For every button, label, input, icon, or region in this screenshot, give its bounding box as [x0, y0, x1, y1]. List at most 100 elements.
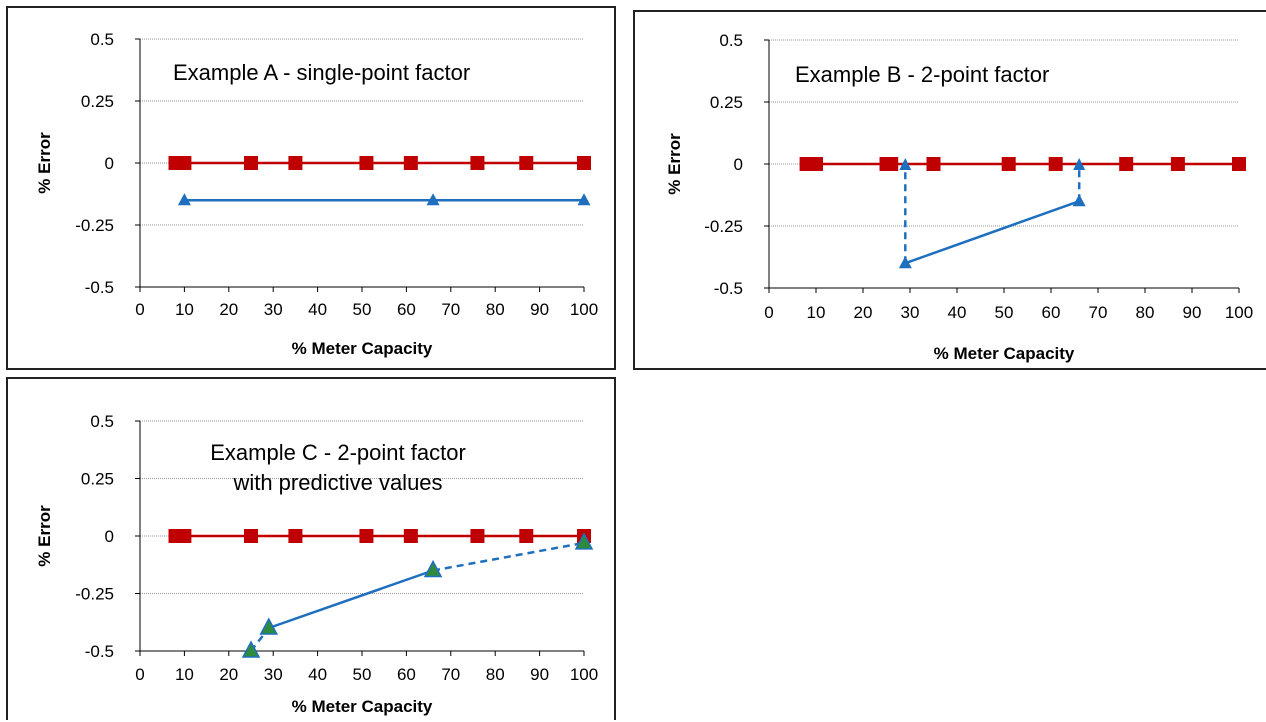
data-point-c-4-3: [574, 532, 594, 550]
data-point-a-0-6: [470, 156, 485, 170]
data-point-c-0-3: [288, 529, 303, 543]
x-tick-label-a-1: 10: [175, 300, 194, 319]
data-point-b-0-6: [1048, 157, 1063, 171]
x-tick-label-c-6: 60: [397, 665, 416, 684]
x-tick-label-c-9: 90: [530, 665, 549, 684]
data-point-c-4-0: [241, 640, 261, 658]
x-tick-label-b-0: 0: [764, 303, 773, 322]
data-point-b-0-9: [1232, 157, 1246, 171]
data-point-c-0-1: [177, 529, 192, 543]
y-tick-label-a-4: -0.5: [85, 278, 114, 297]
data-point-b-0-7: [1119, 157, 1134, 171]
series-line-b-1: [904, 200, 1080, 265]
y-tick-label-c-0: 0.5: [90, 412, 114, 431]
data-point-a-0-5: [403, 156, 418, 170]
x-tick-label-b-10: 100: [1225, 303, 1253, 322]
x-tick-label-a-8: 80: [486, 300, 505, 319]
data-point-b-1-1: [1072, 194, 1086, 207]
data-point-b-0-8: [1170, 157, 1185, 171]
chart-title-c-line2: with predictive values: [232, 470, 442, 495]
x-tick-label-b-8: 80: [1136, 303, 1155, 322]
x-tick-label-a-7: 70: [441, 300, 460, 319]
x-tick-label-b-3: 30: [901, 303, 920, 322]
data-point-a-1-2: [577, 193, 591, 206]
y-tick-label-a-1: 0.25: [81, 92, 114, 111]
x-tick-label-b-7: 70: [1089, 303, 1108, 322]
y-tick-label-b-4: -0.5: [714, 279, 743, 298]
x-tick-label-b-6: 60: [1042, 303, 1061, 322]
data-point-c-0-4: [359, 529, 374, 543]
data-point-c-4-2: [423, 559, 443, 578]
x-tick-label-b-1: 10: [807, 303, 826, 322]
data-point-b-0-3: [884, 157, 899, 171]
y-tick-label-a-0: 0.5: [90, 30, 114, 49]
y-tick-label-c-3: -0.25: [75, 585, 114, 604]
y-axis-title-b: % Error: [665, 133, 684, 195]
x-tick-label-c-5: 50: [353, 665, 372, 684]
chart-b-svg: 0.5 0.25 0 -0.25 -0.5 0 10 20 30 40 50 60 70 80 90 100%…: [665, 31, 1253, 363]
chart-c-svg: 0.5 0.25 0 -0.25 -0.5 0 10 20 30 40 50 60 70 80 90 100%…: [35, 412, 598, 716]
x-axis-title-b: % Meter Capacity: [934, 344, 1075, 363]
y-tick-label-b-1: 0.25: [710, 93, 743, 112]
chart-title-b: Example B - 2-point factor: [795, 62, 1049, 87]
x-tick-label-c-7: 70: [441, 665, 460, 684]
x-tick-label-a-5: 50: [353, 300, 372, 319]
data-point-a-1-1: [426, 193, 440, 206]
x-tick-label-a-0: 0: [135, 300, 144, 319]
y-axis-title-a: % Error: [35, 132, 54, 194]
data-point-c-4-1: [259, 617, 279, 635]
series-line-c-3: [432, 541, 585, 572]
series-line-c-1: [268, 569, 434, 630]
data-point-c-0-6: [470, 529, 485, 543]
data-point-a-0-4: [359, 156, 374, 170]
chart-title-c-line1: Example C - 2-point factor: [210, 440, 466, 465]
data-point-a-0-7: [519, 156, 534, 170]
x-axis-title-c: % Meter Capacity: [292, 697, 433, 716]
x-tick-label-c-10: 100: [570, 665, 598, 684]
data-point-c-0-2: [244, 529, 258, 543]
x-tick-label-a-10: 100: [570, 300, 598, 319]
y-tick-label-a-3: -0.25: [75, 216, 114, 235]
x-tick-label-c-3: 30: [264, 665, 283, 684]
y-tick-label-b-3: -0.25: [704, 217, 743, 236]
data-point-b-0-4: [926, 157, 941, 171]
x-tick-label-c-1: 10: [175, 665, 194, 684]
chart-panel-a: 0.5 0.25 0 -0.25 -0.5 0 10 20 30 40 50 60 70 80 90 100%…: [6, 6, 616, 370]
data-point-a-0-8: [577, 156, 591, 170]
chart-panel-b: 0.5 0.25 0 -0.25 -0.5 0 10 20 30 40 50 60 70 80 90 100%…: [633, 10, 1266, 370]
y-tick-label-b-2: 0: [734, 155, 743, 174]
data-point-c-0-7: [519, 529, 534, 543]
y-tick-label-a-2: 0: [105, 154, 114, 173]
x-axis-title-a: % Meter Capacity: [292, 339, 433, 358]
y-tick-label-c-1: 0.25: [81, 470, 114, 489]
data-point-b-0-5: [1001, 157, 1016, 171]
x-tick-label-a-3: 30: [264, 300, 283, 319]
x-tick-label-a-6: 60: [397, 300, 416, 319]
y-tick-label-b-0: 0.5: [719, 31, 743, 50]
data-point-a-1-0: [177, 193, 191, 206]
data-point-a-0-1: [177, 156, 192, 170]
y-tick-label-c-2: 0: [105, 527, 114, 546]
x-tick-label-c-8: 80: [486, 665, 505, 684]
chart-panel-c: 0.5 0.25 0 -0.25 -0.5 0 10 20 30 40 50 60 70 80 90 100%…: [6, 377, 616, 720]
data-point-b-0-1: [809, 157, 823, 171]
x-tick-label-b-5: 50: [995, 303, 1014, 322]
y-axis-title-c: % Error: [35, 505, 54, 567]
data-point-c-0-5: [403, 529, 418, 543]
x-tick-label-a-4: 40: [308, 300, 327, 319]
x-tick-label-b-9: 90: [1183, 303, 1202, 322]
x-tick-label-c-0: 0: [135, 665, 144, 684]
data-point-a-0-2: [244, 156, 258, 170]
x-tick-label-b-2: 20: [854, 303, 873, 322]
chart-title-a: Example A - single-point factor: [173, 60, 470, 85]
data-point-b-3-1: [1073, 158, 1086, 170]
chart-a-svg: 0.5 0.25 0 -0.25 -0.5 0 10 20 30 40 50 60 70 80 90 100%…: [35, 30, 598, 358]
x-tick-label-a-2: 20: [219, 300, 238, 319]
data-point-b-1-0: [898, 256, 912, 269]
x-tick-label-c-4: 40: [308, 665, 327, 684]
x-tick-label-a-9: 90: [530, 300, 549, 319]
data-point-b-2-1: [899, 158, 912, 170]
x-tick-label-c-2: 20: [219, 665, 238, 684]
y-tick-label-c-4: -0.5: [85, 642, 114, 661]
x-tick-label-b-4: 40: [948, 303, 967, 322]
